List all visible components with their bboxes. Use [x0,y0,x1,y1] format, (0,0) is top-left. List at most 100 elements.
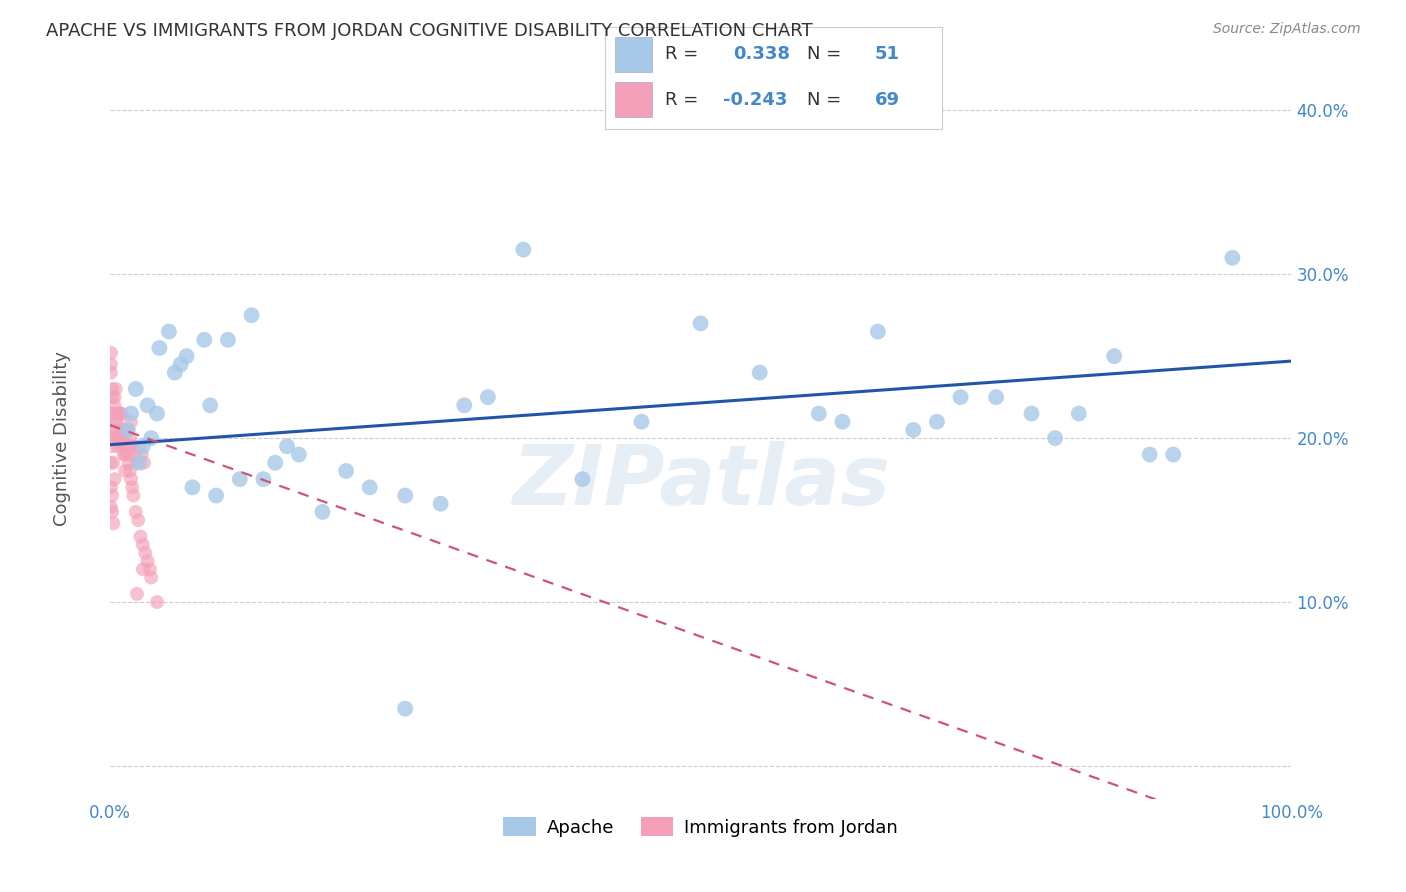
Point [103,398,125,412]
Text: -0.243: -0.243 [723,91,787,109]
Point [571,472,593,486]
Point [689,317,711,331]
Point [128,456,150,470]
Point [117,423,139,437]
Point [117,439,139,453]
Point [110,407,132,421]
Point [103,516,125,531]
Point [115,439,138,453]
Point [1067,407,1090,421]
Point [118,464,141,478]
Point [101,382,124,396]
Point [110,431,132,445]
Point [1222,251,1244,265]
Point [101,505,124,519]
Point [125,456,148,470]
Point [807,407,830,421]
Point [252,472,274,486]
Point [112,448,135,462]
FancyBboxPatch shape [614,37,652,72]
Point [146,407,169,421]
Point [866,325,889,339]
Point [169,357,191,371]
Point [103,390,125,404]
Point [124,448,146,462]
Text: APACHE VS IMMIGRANTS FROM JORDAN COGNITIVE DISABILITY CORRELATION CHART: APACHE VS IMMIGRANTS FROM JORDAN COGNITI… [46,22,813,40]
Point [101,489,124,503]
Point [122,489,145,503]
Point [101,439,124,453]
Text: 51: 51 [875,45,900,63]
Point [104,382,127,396]
Point [429,497,451,511]
Text: 69: 69 [875,91,900,109]
Text: R =: R = [665,45,704,63]
Point [105,431,128,445]
Point [335,464,357,478]
Point [121,480,143,494]
Point [176,349,198,363]
Point [112,431,135,445]
Point [163,366,186,380]
Point [359,480,381,494]
Point [131,448,153,462]
Point [121,439,143,453]
Point [193,333,215,347]
Text: Source: ZipAtlas.com: Source: ZipAtlas.com [1213,22,1361,37]
Point [100,500,122,514]
Point [276,439,298,453]
Point [217,333,239,347]
Point [115,439,138,453]
Point [240,308,263,322]
Point [107,407,129,421]
Point [831,415,853,429]
Point [1043,431,1066,445]
Point [104,415,127,429]
Point [100,480,122,494]
Point [630,415,652,429]
Point [264,456,287,470]
Point [477,390,499,404]
Point [103,472,125,486]
Point [120,472,142,486]
Point [394,701,416,715]
Point [100,456,122,470]
Point [132,439,155,453]
Text: 0.338: 0.338 [733,45,790,63]
Text: N =: N = [807,45,846,63]
Point [108,431,131,445]
Point [125,587,148,601]
Text: ZIPatlas: ZIPatlas [512,441,890,522]
Point [1139,448,1161,462]
Point [394,489,416,503]
Point [103,407,125,421]
Point [132,562,155,576]
Point [114,464,136,478]
Point [157,325,180,339]
Point [132,538,155,552]
Point [105,415,128,429]
Point [129,529,152,543]
Point [100,346,122,360]
Point [101,423,124,437]
Point [139,562,162,576]
Point [111,439,134,453]
Point [200,398,222,412]
Point [118,431,141,445]
Point [1161,448,1184,462]
Legend: Apache, Immigrants from Jordan: Apache, Immigrants from Jordan [496,810,905,844]
Point [114,448,136,462]
Point [128,439,150,453]
Point [103,456,125,470]
Point [903,423,925,437]
Point [748,366,770,380]
Text: Cognitive Disability: Cognitive Disability [53,351,72,525]
Point [139,431,162,445]
Point [125,505,148,519]
Point [103,423,125,437]
FancyBboxPatch shape [614,82,652,117]
Point [111,423,134,437]
Point [136,554,159,568]
Point [949,390,972,404]
Point [1021,407,1043,421]
